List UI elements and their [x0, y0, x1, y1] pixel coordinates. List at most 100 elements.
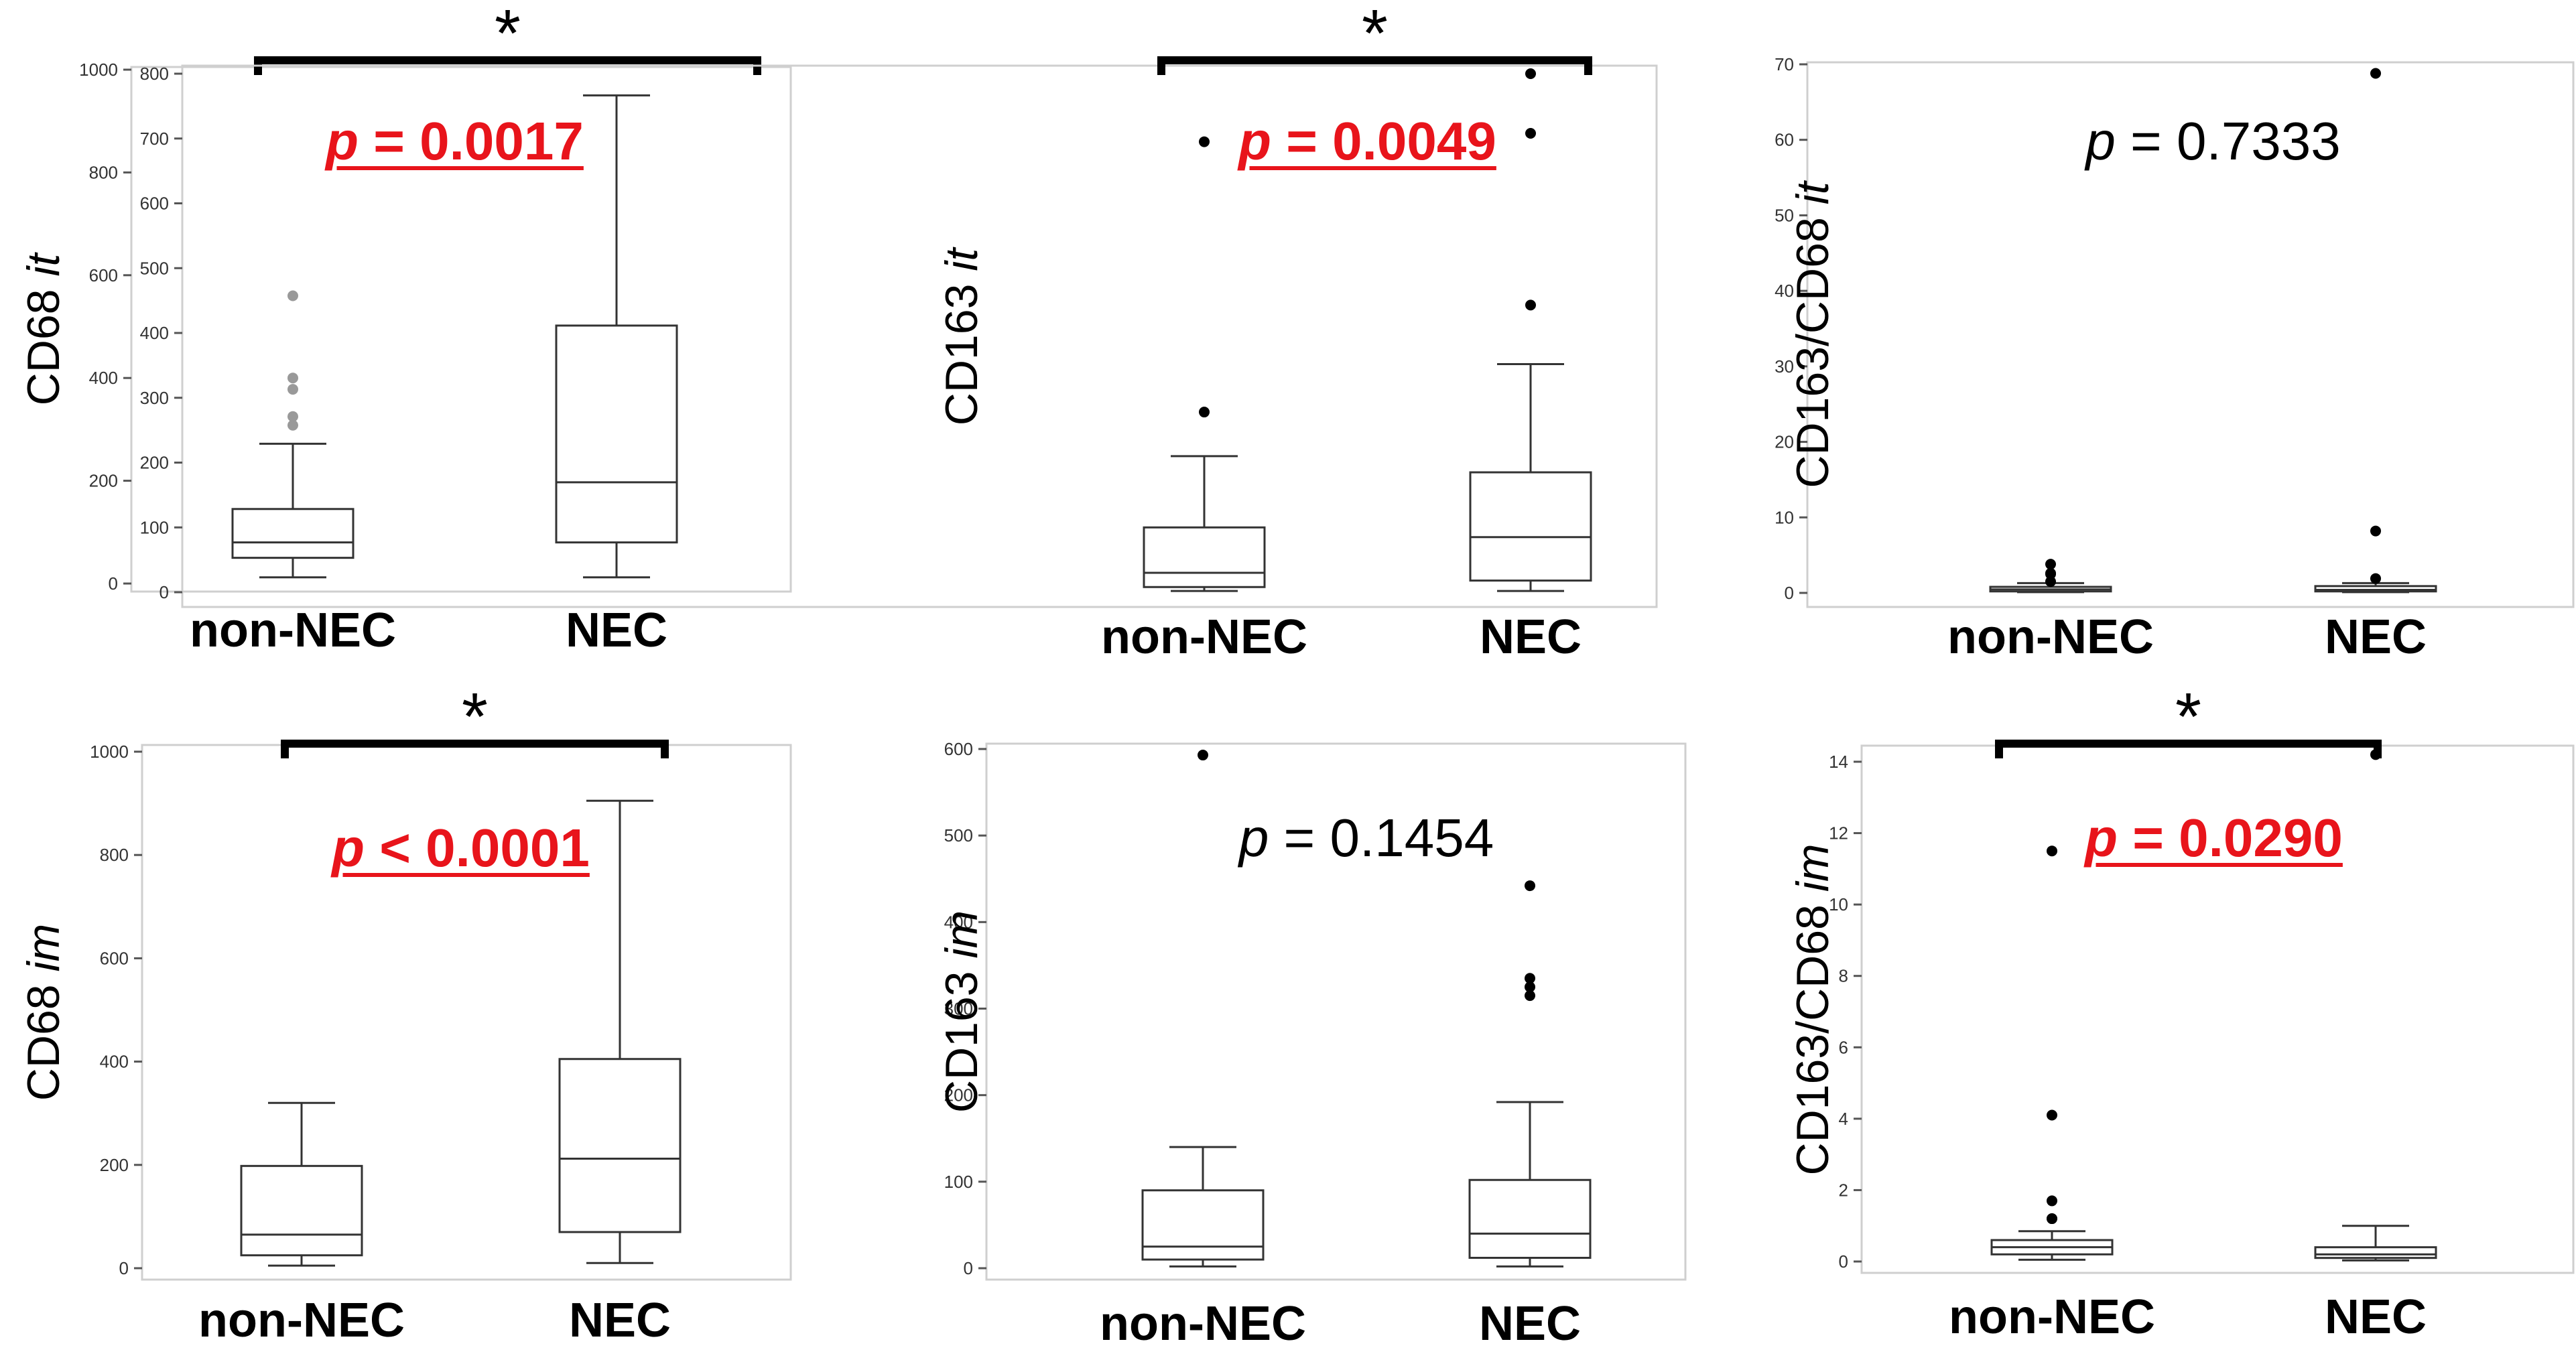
significance-bracket [1157, 56, 1592, 75]
y-tick-label: 8 [1839, 966, 1848, 986]
y-tick-label: 60 [1775, 130, 1794, 150]
plot-frame [181, 64, 1658, 608]
y-tick-label: 200 [140, 453, 169, 473]
y-tick-label: 600 [89, 265, 118, 285]
box-iqr [555, 324, 678, 544]
significance-star: * [2175, 679, 2201, 754]
y-tick-label: 200 [89, 471, 118, 491]
x-category-label: NEC [565, 604, 668, 657]
y-tick-label: 10 [1775, 507, 1794, 527]
outlier-point [2045, 559, 2056, 570]
y-tick-label: 200 [100, 1155, 129, 1175]
x-category-label: NEC [2324, 1290, 2427, 1344]
x-category-label: NEC [1479, 610, 1582, 664]
significance-bracket [254, 56, 761, 75]
outlier-point [1525, 128, 1536, 139]
y-tick-label: 40 [1775, 281, 1794, 301]
outlier-point [2047, 845, 2057, 857]
y-tick-label: 100 [140, 517, 169, 537]
outlier-point [287, 384, 298, 395]
x-category-label: NEC [2324, 610, 2427, 664]
y-tick-label: 500 [140, 258, 169, 278]
x-category-label: non-NEC [1949, 1290, 2155, 1344]
box-iqr [2314, 1246, 2437, 1259]
outlier-point [2370, 573, 2381, 584]
y-tick-label: 1000 [90, 742, 129, 762]
y-tick-label: 0 [1785, 583, 1794, 603]
outlier-point [2370, 68, 2381, 79]
significance-star: * [462, 679, 488, 754]
y-tick-label: 12 [1829, 823, 1848, 843]
outlier-point [1525, 990, 1535, 1002]
box-iqr [1143, 526, 1266, 588]
y-tick-label: 0 [159, 582, 169, 602]
plot-frame [985, 742, 1687, 1281]
outlier-point [1525, 973, 1535, 984]
outlier-point [2045, 567, 2056, 579]
y-axis-label: CD163/CD68 im [1786, 746, 1840, 1273]
significance-star: * [495, 0, 521, 71]
y-tick-label: 700 [140, 129, 169, 149]
outlier-point [1525, 981, 1535, 993]
y-tick-label: 20 [1775, 432, 1794, 452]
y-tick-label: 200 [944, 1085, 973, 1105]
box-iqr [558, 1058, 682, 1233]
y-tick-label: 0 [119, 1258, 129, 1278]
y-tick-label: 14 [1829, 752, 1848, 772]
outlier-point [1199, 407, 1210, 418]
y-tick-label: 300 [140, 388, 169, 408]
y-tick-label: 600 [944, 739, 973, 759]
box-iqr [2314, 585, 2437, 593]
outlier-point [1199, 136, 1210, 147]
outlier-point [2370, 525, 2381, 537]
outlier-point [1198, 750, 1208, 761]
y-tick-label: 800 [100, 845, 129, 865]
y-tick-label: 400 [140, 323, 169, 343]
p-value-annotation: p = 0.0049 [1238, 111, 1496, 171]
outlier-point [287, 290, 298, 301]
outlier-point [287, 411, 298, 422]
box-iqr [240, 1164, 363, 1257]
plot-frame [130, 66, 792, 593]
box-iqr [1469, 471, 1592, 582]
x-category-label: NEC [1478, 1297, 1582, 1351]
y-tick-label: 4 [1839, 1109, 1848, 1129]
y-tick-label: 10 [1829, 894, 1848, 914]
y-tick-label: 400 [89, 368, 118, 388]
y-tick-label: 50 [1775, 205, 1794, 225]
y-tick-label: 0 [1839, 1251, 1848, 1272]
outlier-point [1525, 880, 1535, 892]
p-value-annotation: p = 0.0290 [2085, 808, 2343, 868]
outlier-point [2047, 1213, 2057, 1225]
y-tick-label: 800 [140, 64, 169, 84]
y-tick-label: 0 [109, 573, 118, 594]
x-category-label: non-NEC [1947, 610, 2154, 664]
box-iqr [1141, 1189, 1265, 1261]
y-tick-label: 500 [944, 825, 973, 845]
y-tick-label: 30 [1775, 356, 1794, 377]
outlier-point [2047, 1195, 2057, 1207]
plot-frame [1806, 61, 2575, 608]
y-tick-label: 600 [100, 948, 129, 968]
x-category-label: NEC [568, 1294, 671, 1347]
y-tick-label: 1000 [79, 60, 118, 80]
p-value-annotation: p = 0.7333 [2085, 111, 2341, 171]
x-category-label: non-NEC [198, 1294, 405, 1347]
y-tick-label: 400 [944, 912, 973, 932]
p-value-annotation: p < 0.0001 [332, 818, 590, 878]
y-axis-label-text: CD163/CD68 [1787, 891, 1838, 1176]
box-iqr [1468, 1178, 1592, 1259]
p-value-annotation: p = 0.1454 [1238, 808, 1494, 868]
y-tick-label: 800 [89, 162, 118, 182]
x-category-label: non-NEC [1100, 1297, 1306, 1351]
x-category-label: non-NEC [190, 604, 396, 657]
